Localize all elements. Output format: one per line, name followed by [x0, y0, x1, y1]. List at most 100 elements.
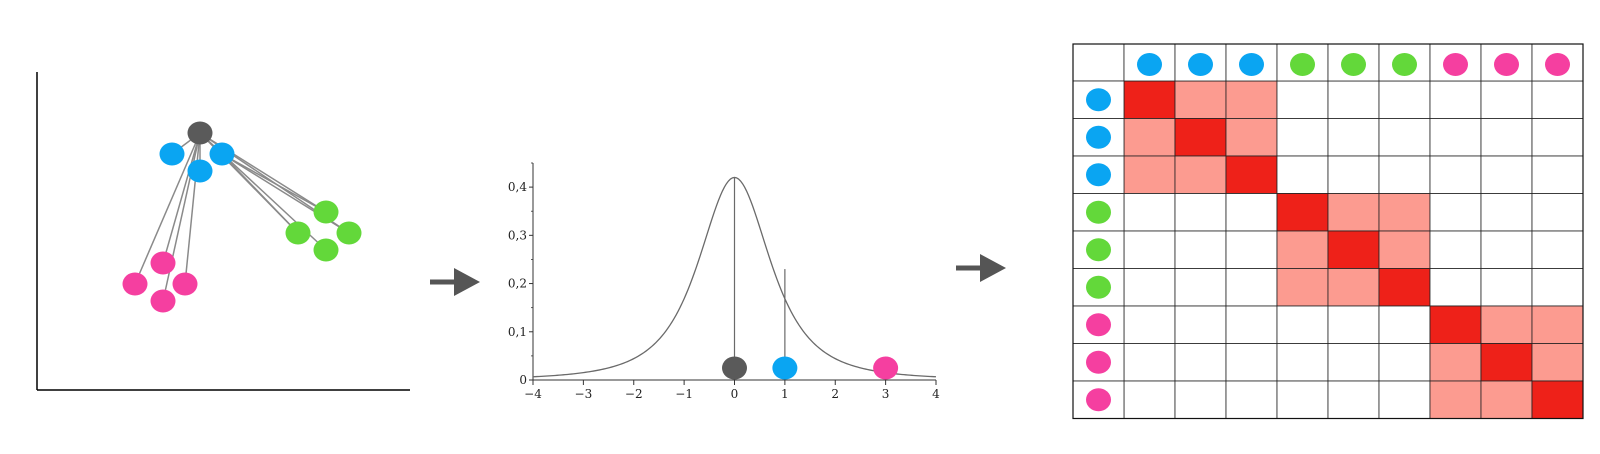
matrix-cell	[1480, 155, 1533, 194]
x-tick-label: 4	[932, 387, 940, 401]
matrix-cell	[1327, 268, 1380, 307]
y-tick-label: 0,2	[508, 277, 527, 291]
pink-column-label	[1545, 53, 1570, 76]
matrix-cell	[1327, 305, 1380, 344]
green-point	[313, 238, 339, 262]
matrix-cell	[1276, 380, 1329, 419]
matrix-cell	[1174, 380, 1227, 419]
blue-row-label	[1086, 125, 1111, 149]
matrix-cell	[1531, 380, 1584, 419]
x-tick-label: −1	[675, 387, 693, 401]
matrix-cell	[1429, 343, 1482, 382]
matrix-cell	[1276, 343, 1329, 382]
matrix-cell	[1480, 268, 1533, 307]
matrix-cell	[1531, 118, 1584, 157]
matrix-cell	[1174, 343, 1227, 382]
y-tick-label: 0,4	[508, 180, 527, 194]
x-tick-label: −2	[625, 387, 643, 401]
connection-line	[184, 132, 201, 285]
matrix-cell	[1174, 118, 1227, 157]
matrix-cell	[1378, 193, 1431, 232]
matrix-cell	[1276, 305, 1329, 344]
matrix-cell	[1123, 230, 1176, 269]
matrix-cell	[1225, 343, 1278, 382]
y-tick-label: 0,1	[508, 325, 527, 339]
arrow-right-icon	[430, 268, 480, 296]
matrix-cell	[1480, 380, 1533, 419]
matrix-cell	[1429, 380, 1482, 419]
pink-point	[150, 289, 176, 313]
matrix-cell	[1480, 343, 1533, 382]
y-tick-label: 0	[519, 373, 527, 387]
matrix-cell	[1531, 230, 1584, 269]
matrix-cell	[1531, 343, 1584, 382]
matrix-cell	[1378, 118, 1431, 157]
blue-row-label	[1086, 163, 1111, 187]
pink-marker	[873, 356, 899, 380]
matrix-cell	[1225, 380, 1278, 419]
matrix-cell	[1225, 80, 1278, 119]
x-tick-label: −3	[575, 387, 593, 401]
matrix-cell	[1123, 193, 1176, 232]
matrix-cell	[1327, 380, 1380, 419]
matrix-cell	[1123, 343, 1176, 382]
matrix-cell	[1480, 305, 1533, 344]
similarity-matrix	[1072, 43, 1584, 420]
pink-point	[122, 272, 148, 296]
matrix-corner	[1072, 43, 1125, 82]
green-point	[285, 221, 311, 245]
matrix-cell	[1225, 155, 1278, 194]
connection-line	[162, 132, 201, 264]
matrix-cell	[1378, 230, 1431, 269]
matrix-cell	[1378, 155, 1431, 194]
matrix-cell	[1174, 268, 1227, 307]
matrix-cell	[1225, 193, 1278, 232]
blue-column-label	[1239, 53, 1264, 76]
arrow-right-icon	[956, 254, 1006, 282]
matrix-cell	[1429, 193, 1482, 232]
matrix-cell	[1429, 155, 1482, 194]
blue-marker	[772, 356, 798, 380]
scatter-panel	[36, 72, 410, 391]
chart-markers	[722, 177, 899, 380]
matrix-cell	[1276, 118, 1329, 157]
pink-column-label	[1443, 53, 1468, 76]
matrix-cell	[1174, 155, 1227, 194]
pink-point	[150, 251, 176, 275]
matrix-cell	[1123, 268, 1176, 307]
matrix-cell	[1123, 305, 1176, 344]
green-column-label	[1290, 53, 1315, 76]
blue-point	[159, 142, 185, 166]
x-tick-label: −4	[524, 387, 542, 401]
x-tick-label: 0	[731, 387, 739, 401]
matrix-cell	[1123, 118, 1176, 157]
green-row-label	[1086, 200, 1111, 224]
matrix-cell	[1531, 268, 1584, 307]
matrix-cell	[1429, 268, 1482, 307]
matrix-cell	[1276, 155, 1329, 194]
matrix-cell	[1276, 80, 1329, 119]
connection-line	[221, 153, 327, 213]
matrix-cell	[1327, 230, 1380, 269]
matrix-cell	[1480, 118, 1533, 157]
chart-ticks: −4 −3 −2 −1 0 1 2 3 4 0 0,1 0,2 0,3 0,4	[508, 162, 940, 401]
blue-point	[209, 142, 235, 166]
gray-marker	[722, 356, 747, 380]
pink-row-label	[1086, 350, 1111, 374]
matrix-cell	[1531, 80, 1584, 119]
arrow-head	[454, 268, 480, 296]
matrix-cell	[1429, 118, 1482, 157]
scatter-dots	[122, 121, 362, 313]
matrix-cell	[1276, 268, 1329, 307]
matrix-cell	[1174, 230, 1227, 269]
green-column-label	[1392, 53, 1417, 76]
matrix-cell	[1531, 155, 1584, 194]
green-point	[313, 200, 339, 224]
connection-line	[134, 132, 201, 285]
matrix-cell	[1480, 193, 1533, 232]
pink-row-label	[1086, 388, 1111, 412]
matrix-cell	[1480, 230, 1533, 269]
matrix-cell	[1429, 230, 1482, 269]
connection-line	[221, 153, 299, 234]
